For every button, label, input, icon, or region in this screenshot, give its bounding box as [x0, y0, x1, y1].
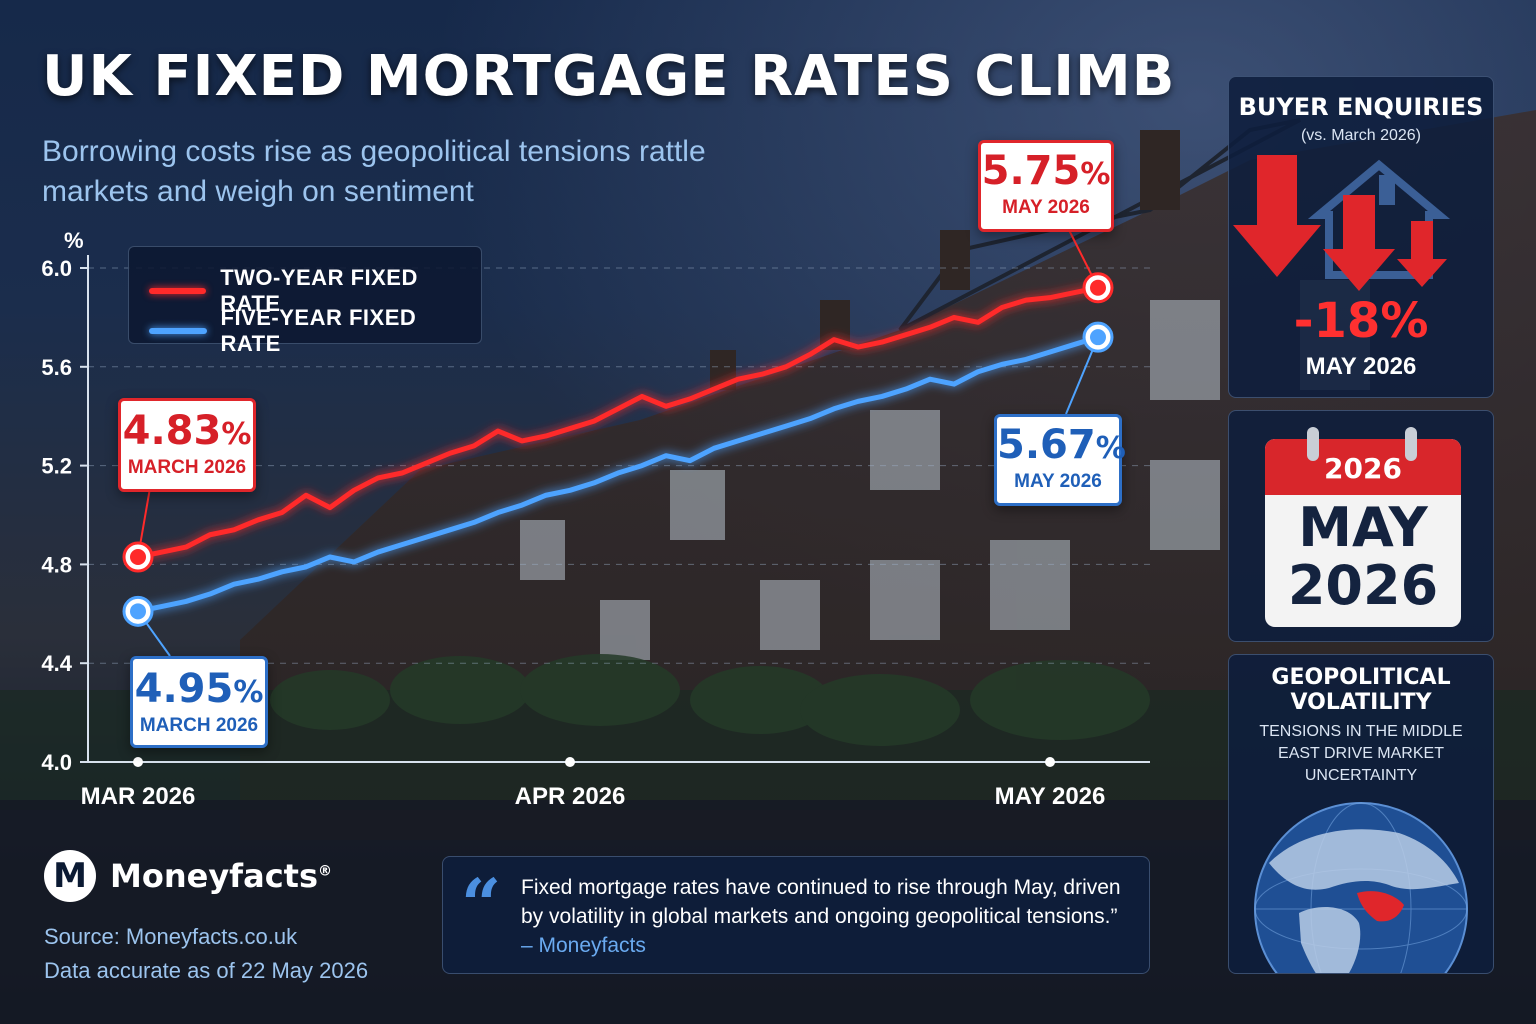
page-subtitle: Borrowing costs rise as geopolitical ten… [42, 135, 706, 208]
globe-icon [1254, 802, 1468, 973]
registered-mark: ® [318, 863, 332, 880]
data-point-marker-inner [1090, 279, 1106, 296]
callout-date: MARCH 2026 [127, 457, 247, 478]
callout-value: 4.95 [134, 666, 234, 712]
quote-box: “ Fixed mortgage rates have continued to… [442, 856, 1150, 974]
five-year-rate-line [137, 334, 1099, 614]
y-tick-label: 4.0 [41, 750, 72, 775]
callout-date: MAY 2026 [1002, 197, 1090, 218]
callout-unit: % [1080, 157, 1111, 192]
x-tick-dot [1045, 757, 1055, 767]
calendar-ring [1307, 427, 1319, 461]
callout-two-year-start: 4.83% MARCH 2026 [118, 398, 256, 492]
y-tick-label: 4.8 [41, 552, 72, 577]
callout-five-year-end: 5.67% MAY 2026 [994, 414, 1126, 506]
geopolitical-panel: GEOPOLITICAL VOLATILITY TENSIONS IN THE … [1228, 654, 1494, 974]
panel-title: BUYER ENQUIRIES [1238, 93, 1484, 121]
legend-swatch-red [149, 288, 207, 294]
callout-unit: % [1095, 431, 1126, 466]
callout-two-year-end: 5.75% MAY 2026 [978, 140, 1114, 232]
calendar-ring [1405, 427, 1417, 461]
legend-label: TWO-YEAR FIXED RATE [220, 265, 418, 316]
data-point-marker-inner [130, 548, 146, 565]
accuracy-text: Data accurate as of 22 May 2026 [44, 958, 369, 983]
source-block: Source: Moneyfacts.co.uk Data accurate a… [44, 920, 368, 988]
y-tick-label: 4.4 [41, 651, 72, 676]
two-year-rate-line [137, 285, 1099, 560]
y-tick-label: 5.6 [41, 355, 72, 380]
y-tick-label: 5.2 [41, 454, 72, 479]
legend-label: FIVE-YEAR FIXED RATE [220, 305, 417, 356]
moneyfacts-brand: M Moneyfacts® [44, 850, 332, 902]
moneyfacts-logo: M [44, 850, 96, 902]
chart-legend: TWO-YEAR FIXED RATE FIVE-YEAR FIXED RATE [128, 246, 482, 356]
down-arrows-house-icon [1233, 155, 1451, 291]
page-title: UK FIXED MORTGAGE RATES CLIMB [42, 44, 1176, 109]
panel-text: TENSIONS IN THE MIDDLE EAST DRIVE MARKET… [1259, 723, 1463, 784]
legend-item-five-year: FIVE-YEAR FIXED RATE [149, 305, 481, 357]
callout-date: MARCH 2026 [139, 715, 259, 736]
brand-name: Moneyfacts® [110, 857, 332, 895]
enquiries-period: MAY 2026 [1305, 353, 1417, 380]
calendar-year: 2026 [1287, 554, 1439, 617]
callout-value: 5.67 [997, 422, 1096, 468]
callout-value: 5.75 [981, 148, 1081, 194]
data-point-marker-inner [1090, 329, 1106, 346]
callout-unit: % [233, 675, 264, 710]
brand-text: Moneyfacts [110, 857, 318, 895]
callout-value: 4.83 [122, 408, 222, 454]
x-tick-dot [565, 757, 575, 767]
callout-five-year-start: 4.95% MARCH 2026 [130, 656, 268, 748]
y-tick-label: 6.0 [41, 256, 72, 281]
buyer-enquiries-panel: BUYER ENQUIRIES (vs. March 2026) -18% MA… [1228, 76, 1494, 398]
panel-title: GEOPOLITICAL VOLATILITY [1271, 665, 1451, 715]
legend-swatch-blue [149, 328, 207, 334]
quote-icon: “ [461, 863, 502, 946]
x-tick-label: MAY 2026 [995, 783, 1106, 810]
calendar-month: MAY [1298, 496, 1428, 559]
x-tick-label: MAR 2026 [81, 783, 196, 810]
panel-subtitle: (vs. March 2026) [1300, 127, 1422, 144]
calendar-year-header: 2026 [1265, 439, 1461, 495]
calendar-panel: 2026 MAY 2026 [1228, 410, 1494, 642]
source-text: Source: Moneyfacts.co.uk [44, 924, 298, 949]
data-point-marker-inner [130, 603, 146, 620]
callout-date: MAY 2026 [1014, 471, 1102, 492]
quote-attribution: – Moneyfacts [521, 934, 646, 957]
calendar-icon: 2026 MAY 2026 [1265, 439, 1461, 627]
quote-body: Fixed mortgage rates have continued to r… [521, 876, 1121, 928]
y-axis-label: % [64, 228, 84, 253]
quote-text: Fixed mortgage rates have continued to r… [521, 873, 1133, 960]
x-tick-label: APR 2026 [515, 783, 626, 810]
enquiries-value: -18% [1293, 293, 1429, 349]
x-tick-dot [133, 757, 143, 767]
callout-unit: % [221, 417, 252, 452]
legend-item-two-year: TWO-YEAR FIXED RATE [149, 265, 481, 317]
